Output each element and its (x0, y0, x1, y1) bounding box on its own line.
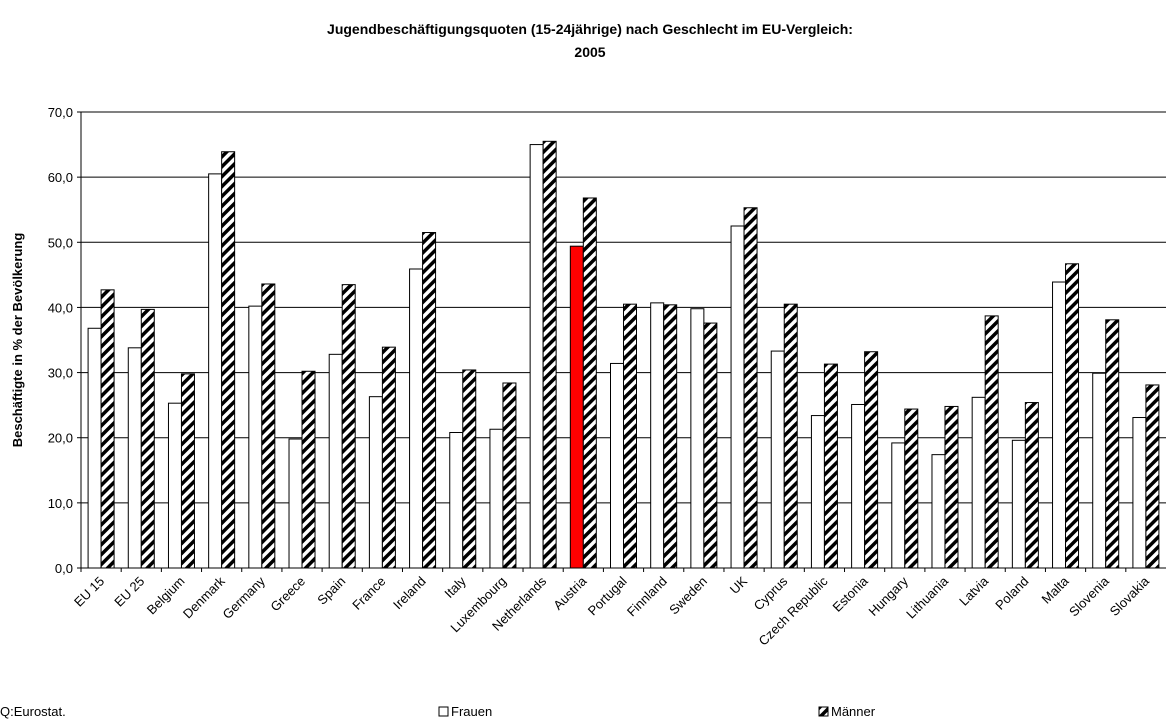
y-tick-label: 50,0 (48, 235, 73, 250)
bar (449, 432, 464, 569)
bar (690, 308, 705, 569)
bar (743, 207, 758, 569)
x-tick-label: Poland (992, 574, 1031, 613)
bar (127, 347, 142, 569)
x-tick-label: Slovakia (1107, 573, 1153, 619)
y-tick-label: 20,0 (48, 431, 73, 446)
bar (1145, 384, 1160, 569)
x-tick-label: Czech Republic (756, 573, 831, 648)
x-tick-label: Denmark (180, 573, 228, 621)
bar (341, 284, 356, 569)
bar (328, 353, 343, 569)
bar (288, 438, 303, 569)
y-tick-label: 10,0 (48, 496, 73, 511)
bar (1092, 372, 1107, 569)
bar (770, 350, 785, 569)
bar (1065, 263, 1080, 569)
bar (1052, 281, 1067, 569)
x-tick-label: Lithuania (903, 573, 951, 621)
x-tick-label: Germany (220, 573, 269, 622)
x-tick-label: Italy (441, 573, 469, 601)
bar (1011, 439, 1026, 569)
x-tick-label: UK (727, 573, 751, 597)
y-tick-label: 70,0 (48, 105, 73, 120)
x-tick-label: Slovenia (1066, 573, 1112, 619)
x-tick-label: Austria (550, 573, 590, 613)
y-tick-label: 30,0 (48, 366, 73, 381)
x-tick-label: Sweden (666, 574, 710, 618)
source: Q:Eurostat. (0, 704, 66, 719)
bar (100, 289, 115, 569)
bar (502, 382, 517, 569)
bar (582, 197, 597, 569)
bar (381, 346, 396, 569)
x-tick-label: Spain (314, 574, 348, 608)
bar (489, 428, 504, 569)
bar (931, 454, 946, 569)
bar (301, 370, 316, 569)
legend-swatch (818, 706, 829, 717)
y-tick-label: 60,0 (48, 170, 73, 185)
x-tick-label: France (349, 574, 388, 613)
bar (529, 144, 544, 569)
legend-label: Frauen (451, 704, 492, 719)
bar (208, 173, 223, 569)
bar (703, 322, 718, 569)
bar (623, 303, 637, 569)
y-tick-label: 40,0 (48, 300, 73, 315)
bar (1024, 402, 1039, 569)
legend-label: Männer (831, 704, 876, 719)
y-tick-label: 0,0 (55, 561, 73, 576)
x-tick-label: Latvia (956, 573, 992, 609)
bar (1132, 417, 1147, 569)
bar (610, 362, 624, 569)
bar (810, 415, 825, 569)
bar (368, 396, 383, 569)
chart-title: Jugendbeschäftigungsquoten (15-24jährige… (327, 21, 853, 37)
x-tick-label: Cyprus (751, 573, 791, 613)
bar (1105, 319, 1120, 569)
bar (140, 308, 155, 569)
x-tick-label: Greece (267, 574, 308, 615)
bar (248, 305, 263, 569)
bar (851, 403, 866, 569)
bar (650, 302, 665, 569)
bar (891, 442, 906, 569)
bar (87, 327, 102, 569)
bar (167, 402, 182, 569)
bar (663, 304, 678, 569)
bar (944, 405, 959, 569)
x-tick-label: EU 25 (111, 574, 147, 610)
x-tick-label: Finnland (624, 574, 670, 620)
bar (542, 140, 557, 569)
legend-swatch (438, 706, 449, 717)
bar (422, 232, 437, 569)
bar (823, 363, 838, 569)
x-tick-label: Ireland (390, 574, 429, 613)
bar (864, 351, 879, 569)
bar (261, 283, 276, 569)
bar (569, 245, 584, 569)
bar (462, 369, 477, 569)
bar (409, 268, 424, 569)
bar (984, 315, 999, 569)
chart-title: 2005 (574, 44, 605, 60)
y-axis-label: Beschäftigte in % der Bevölkerung (10, 233, 25, 448)
x-tick-label: Malta (1039, 573, 1073, 607)
bar (971, 396, 986, 569)
x-tick-label: Portugal (585, 573, 630, 618)
bar (783, 303, 798, 569)
x-tick-label: EU 15 (71, 574, 107, 610)
bar (730, 225, 745, 569)
bar (904, 408, 919, 569)
bar (180, 373, 195, 569)
bar (221, 151, 236, 569)
